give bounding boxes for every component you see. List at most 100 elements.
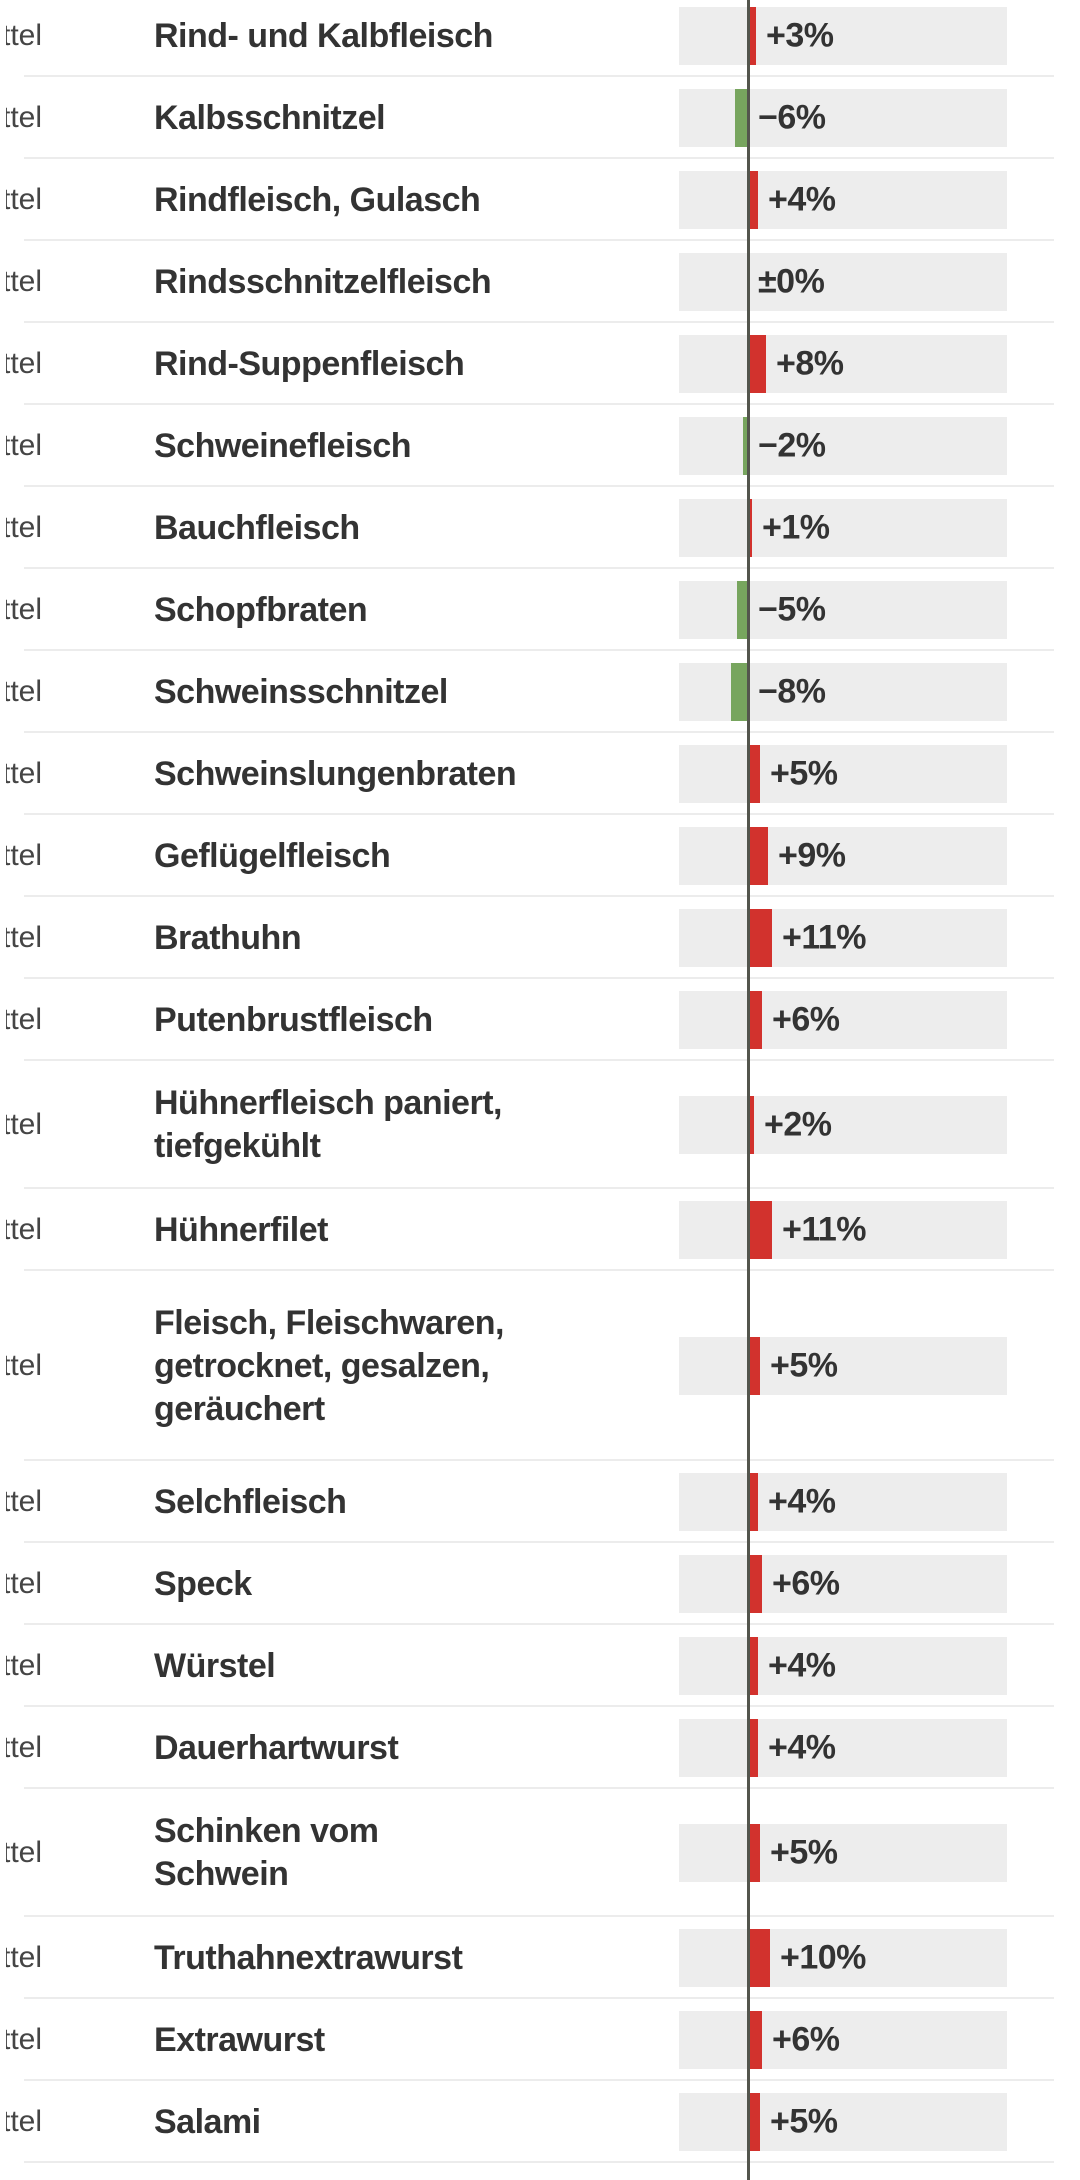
product-name: Salami	[154, 2102, 261, 2141]
category-label-truncated: ttel	[6, 429, 43, 462]
bar-cell: +5%	[679, 745, 1007, 803]
value-bar	[748, 2011, 762, 2069]
bar-cell: +6%	[679, 2011, 1007, 2069]
bar-cell: −5%	[679, 581, 1007, 639]
value-label: +6%	[772, 1000, 840, 1039]
bar-cell: −2%	[679, 417, 1007, 475]
value-bar	[748, 1824, 760, 1882]
table-row: ttel Schweinsschnitzel −8%	[0, 651, 1080, 733]
product-name: Selchfleisch	[154, 1482, 347, 1521]
table-row: ttel Rind- und Kalbfleisch +3%	[0, 0, 1080, 77]
bar-cell: +4%	[679, 1719, 1007, 1777]
bar-cell: +11%	[679, 1201, 1007, 1259]
value-label: +8%	[776, 344, 844, 383]
product-name: Fleisch, Fleischwaren, getrocknet, gesal…	[154, 1303, 504, 1428]
product-name: Bauchfleisch	[154, 508, 360, 547]
value-label: −8%	[758, 672, 826, 711]
table-row: ttel Truthahnextrawurst +10%	[0, 1917, 1080, 1999]
table-row: ttel Hühnerfilet +11%	[0, 1189, 1080, 1271]
category-label-truncated: ttel	[6, 757, 43, 790]
zero-axis-line	[747, 0, 750, 2180]
category-label-truncated: ttel	[6, 921, 43, 954]
table-row: ttel Salami +5%	[0, 2081, 1080, 2163]
table-row: ttel Würstel +4%	[0, 1625, 1080, 1707]
table-row: ttel Brathuhn +11%	[0, 897, 1080, 979]
value-label: +5%	[770, 2102, 838, 2141]
product-name: Geflügelfleisch	[154, 836, 391, 875]
bar-cell: −6%	[679, 89, 1007, 147]
value-bar	[748, 745, 760, 803]
bar-cell: +2%	[679, 1096, 1007, 1154]
value-label: ±0%	[758, 262, 825, 301]
table-row: ttel Rindsschnitzelfleisch ±0%	[0, 241, 1080, 323]
value-label: +4%	[768, 1646, 836, 1685]
product-name: Schopfbraten	[154, 590, 368, 629]
product-name: Rind-Suppenfleisch	[154, 344, 465, 383]
value-bar	[735, 89, 749, 147]
category-label-truncated: ttel	[6, 183, 43, 216]
value-label: −6%	[758, 98, 826, 137]
product-name: Truthahnextrawurst	[154, 1938, 463, 1977]
table-row: ttel Schinken vom Schwein +5%	[0, 1789, 1080, 1917]
value-label: −2%	[758, 426, 826, 465]
category-label-truncated: ttel	[6, 1003, 43, 1036]
value-bar	[748, 1337, 760, 1395]
bar-cell: +4%	[679, 171, 1007, 229]
bar-cell: +1%	[679, 499, 1007, 557]
table-row: ttel Geflügelfleisch +9%	[0, 815, 1080, 897]
bar-cell: +9%	[679, 827, 1007, 885]
value-bar	[748, 499, 752, 557]
value-bar	[748, 1719, 758, 1777]
category-label-truncated: ttel	[6, 1485, 43, 1518]
category-label-truncated: ttel	[6, 839, 43, 872]
product-name: Hühnerfilet	[154, 1210, 328, 1249]
value-bar	[748, 335, 766, 393]
value-label: +5%	[770, 1346, 838, 1385]
product-name: Schinken vom Schwein	[154, 1812, 379, 1893]
table-row: ttel Schweinefleisch −2%	[0, 405, 1080, 487]
category-label-truncated: ttel	[6, 1108, 43, 1141]
value-bar	[748, 1201, 772, 1259]
category-label-truncated: ttel	[6, 1731, 43, 1764]
bar-cell: +5%	[679, 1337, 1007, 1395]
product-name: Extrawurst	[154, 2020, 325, 2059]
product-name: Schweinsschnitzel	[154, 672, 448, 711]
value-bar	[748, 1555, 762, 1613]
category-label-truncated: ttel	[6, 1567, 43, 1600]
category-label-truncated: ttel	[6, 347, 43, 380]
bar-cell: +6%	[679, 1555, 1007, 1613]
value-bar	[748, 171, 758, 229]
value-label: +11%	[782, 1210, 867, 1249]
value-label: +5%	[770, 754, 838, 793]
value-label: +6%	[772, 2020, 840, 2059]
table-row: ttel Bauchfleisch +1%	[0, 487, 1080, 569]
product-name: Schweinefleisch	[154, 426, 412, 465]
category-label-truncated: ttel	[6, 1349, 43, 1382]
table-row: ttel Schweinslungenbraten +5%	[0, 733, 1080, 815]
value-label: +5%	[770, 1833, 838, 1872]
category-label-truncated: ttel	[6, 2105, 43, 2138]
value-label: +11%	[782, 918, 867, 957]
value-label: +3%	[766, 16, 834, 55]
value-label: +4%	[768, 180, 836, 219]
value-bar	[737, 581, 749, 639]
bar-cell: +3%	[679, 7, 1007, 65]
value-label: +9%	[778, 836, 846, 875]
product-name: Brathuhn	[154, 918, 302, 957]
bar-cell: +6%	[679, 991, 1007, 1049]
bar-cell: +8%	[679, 335, 1007, 393]
category-label-truncated: ttel	[6, 593, 43, 626]
bar-cell: +5%	[679, 2093, 1007, 2151]
value-bar	[748, 1473, 758, 1531]
value-label: +6%	[772, 1564, 840, 1603]
category-label-truncated: ttel	[6, 101, 43, 134]
product-name: Rind- und Kalbfleisch	[154, 16, 493, 55]
value-bar	[748, 1929, 770, 1987]
table-row: ttel Putenbrustfleisch +6%	[0, 979, 1080, 1061]
product-name: Dauerhartwurst	[154, 1728, 399, 1767]
bar-cell: +5%	[679, 1824, 1007, 1882]
table-row: ttel Fleisch, Fleischwaren, getrocknet, …	[0, 1271, 1080, 1461]
product-name: Rindfleisch, Gulasch	[154, 180, 481, 219]
product-name: Speck	[154, 1564, 252, 1603]
